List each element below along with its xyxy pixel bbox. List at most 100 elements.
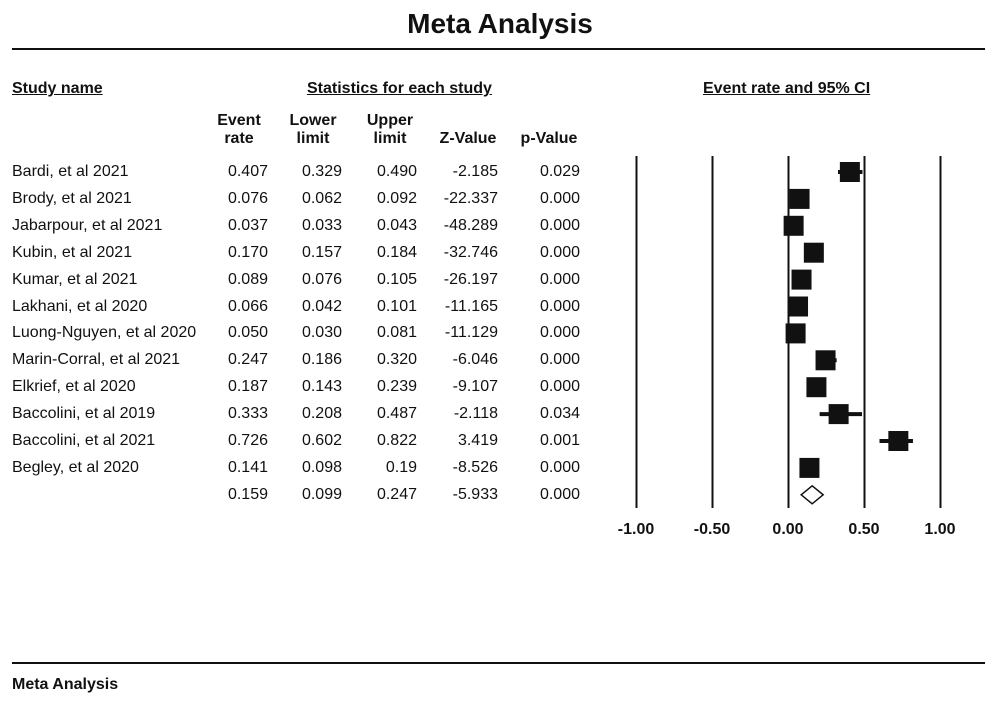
event-rate-value: 0.089 xyxy=(227,270,268,288)
upper-limit-value: 0.043 xyxy=(376,216,417,234)
x-tick-label: 0.50 xyxy=(848,521,880,538)
lower-limit-value: 0.186 xyxy=(301,351,342,369)
p-value: 0.000 xyxy=(539,324,580,342)
point-estimate-square xyxy=(839,162,860,182)
lower-limit-header-line1: Lower xyxy=(289,112,337,129)
upper-limit-value: 0.822 xyxy=(376,432,417,449)
upper-limit-value: 0.092 xyxy=(376,189,417,207)
study-name: Baccolini, et al 2021 xyxy=(12,432,156,449)
lower-limit-value: 0.602 xyxy=(301,432,342,449)
upper-limit-header-line1: Upper xyxy=(366,112,414,129)
z-value-column-header: Z-Value xyxy=(439,130,497,147)
upper-limit-value: 0.184 xyxy=(376,243,417,261)
study-name: Brody, et al 2021 xyxy=(12,189,132,207)
p-value-column-header: p-Value xyxy=(520,130,578,147)
statistics-header: Statistics for each study xyxy=(307,80,492,97)
plot-header: Event rate and 95% CI xyxy=(703,80,871,97)
point-estimate-square xyxy=(783,215,804,236)
upper-limit-value: 0.19 xyxy=(385,458,417,476)
event-rate-column-header: Event rate xyxy=(199,112,279,148)
x-tick-label: -1.00 xyxy=(617,521,655,538)
lower-limit-value: 0.143 xyxy=(301,378,342,396)
z-value: -22.337 xyxy=(443,189,498,207)
study-name: Baccolini, et al 2019 xyxy=(12,405,156,423)
event-rate-value: 0.066 xyxy=(227,297,268,315)
upper-limit-value: 0.081 xyxy=(376,324,417,342)
upper-limit-value: 0.239 xyxy=(376,378,417,396)
point-estimate-square xyxy=(785,323,806,344)
summary-diamond xyxy=(799,484,825,505)
lower-limit-value: 0.208 xyxy=(301,405,342,423)
p-value: 0.034 xyxy=(539,405,580,423)
upper-limit-value: 0.487 xyxy=(376,405,417,423)
event-rate-value: 0.333 xyxy=(227,405,268,423)
event-rate-value: 0.726 xyxy=(227,432,268,449)
z-value: -11.165 xyxy=(444,297,498,315)
study-name: Lakhani, et al 2020 xyxy=(12,297,148,315)
p-value: 0.000 xyxy=(539,485,580,503)
z-value: -48.289 xyxy=(443,216,498,234)
upper-limit-value: 0.320 xyxy=(376,351,417,369)
event-rate-value: 0.247 xyxy=(227,351,268,369)
lower-limit-value: 0.042 xyxy=(301,297,342,315)
study-name: Begley, et al 2020 xyxy=(12,458,139,476)
z-value: -8.526 xyxy=(452,458,498,476)
p-value: 0.000 xyxy=(539,189,580,207)
z-value: -32.746 xyxy=(443,243,498,261)
lower-limit-value: 0.076 xyxy=(301,270,342,288)
study-name: Marin-Corral, et al 2021 xyxy=(12,351,181,369)
page-title: Meta Analysis xyxy=(407,8,593,39)
p-value: 0.029 xyxy=(539,163,580,180)
point-estimate-square xyxy=(888,431,909,451)
study-name: Kubin, et al 2021 xyxy=(12,243,133,261)
study-name: Kumar, et al 2021 xyxy=(12,270,138,288)
p-value: 0.000 xyxy=(539,297,580,315)
upper-limit-value: 0.101 xyxy=(376,297,417,315)
point-estimate-square xyxy=(828,404,849,425)
lower-limit-value: 0.099 xyxy=(301,485,342,503)
event-rate-value: 0.159 xyxy=(227,485,268,503)
x-tick-label: -0.50 xyxy=(693,521,731,538)
p-value: 0.000 xyxy=(539,458,580,476)
z-value: -2.118 xyxy=(453,405,498,423)
z-value: -9.107 xyxy=(452,378,498,396)
study-name: Bardi, et al 2021 xyxy=(12,163,129,180)
event-rate-header-line2: rate xyxy=(224,130,254,147)
upper-limit-value: 0.105 xyxy=(376,270,417,288)
event-rate-value: 0.170 xyxy=(227,243,268,261)
event-rate-value: 0.407 xyxy=(227,163,268,180)
p-value: 0.001 xyxy=(539,432,580,449)
upper-limit-value: 0.490 xyxy=(376,163,417,180)
event-rate-value: 0.076 xyxy=(227,189,268,207)
x-tick-label: 0.00 xyxy=(772,521,804,538)
p-value: 0.000 xyxy=(539,378,580,396)
lower-limit-column-header: Lower limit xyxy=(273,112,353,148)
point-estimate-square xyxy=(806,377,827,398)
z-value: -5.933 xyxy=(452,485,498,503)
upper-limit-header-line2: limit xyxy=(373,130,407,147)
p-value: 0.000 xyxy=(539,270,580,288)
point-estimate-square xyxy=(799,457,820,478)
x-tick-label: 1.00 xyxy=(924,521,956,538)
point-estimate-square xyxy=(789,188,810,209)
footer-title: Meta Analysis xyxy=(12,676,119,693)
lower-limit-value: 0.329 xyxy=(301,163,342,180)
upper-limit-column-header: Upper limit xyxy=(350,112,430,148)
point-estimate-square xyxy=(803,242,824,263)
event-rate-value: 0.037 xyxy=(227,216,268,234)
p-value: 0.000 xyxy=(539,216,580,234)
lower-limit-value: 0.098 xyxy=(301,458,342,476)
z-value: -11.129 xyxy=(444,324,498,342)
upper-limit-value: 0.247 xyxy=(376,485,417,503)
z-value: 3.419 xyxy=(457,432,498,449)
study-name: Jabarpour, et al 2021 xyxy=(12,216,163,234)
lower-limit-value: 0.030 xyxy=(301,324,342,342)
point-estimate-square xyxy=(791,269,812,290)
event-rate-header-line1: Event xyxy=(217,112,261,129)
lower-limit-value: 0.062 xyxy=(301,189,342,207)
point-estimate-square xyxy=(788,296,809,317)
lower-limit-value: 0.033 xyxy=(301,216,342,234)
z-value: -2.185 xyxy=(452,163,498,180)
event-rate-value: 0.050 xyxy=(227,324,268,342)
